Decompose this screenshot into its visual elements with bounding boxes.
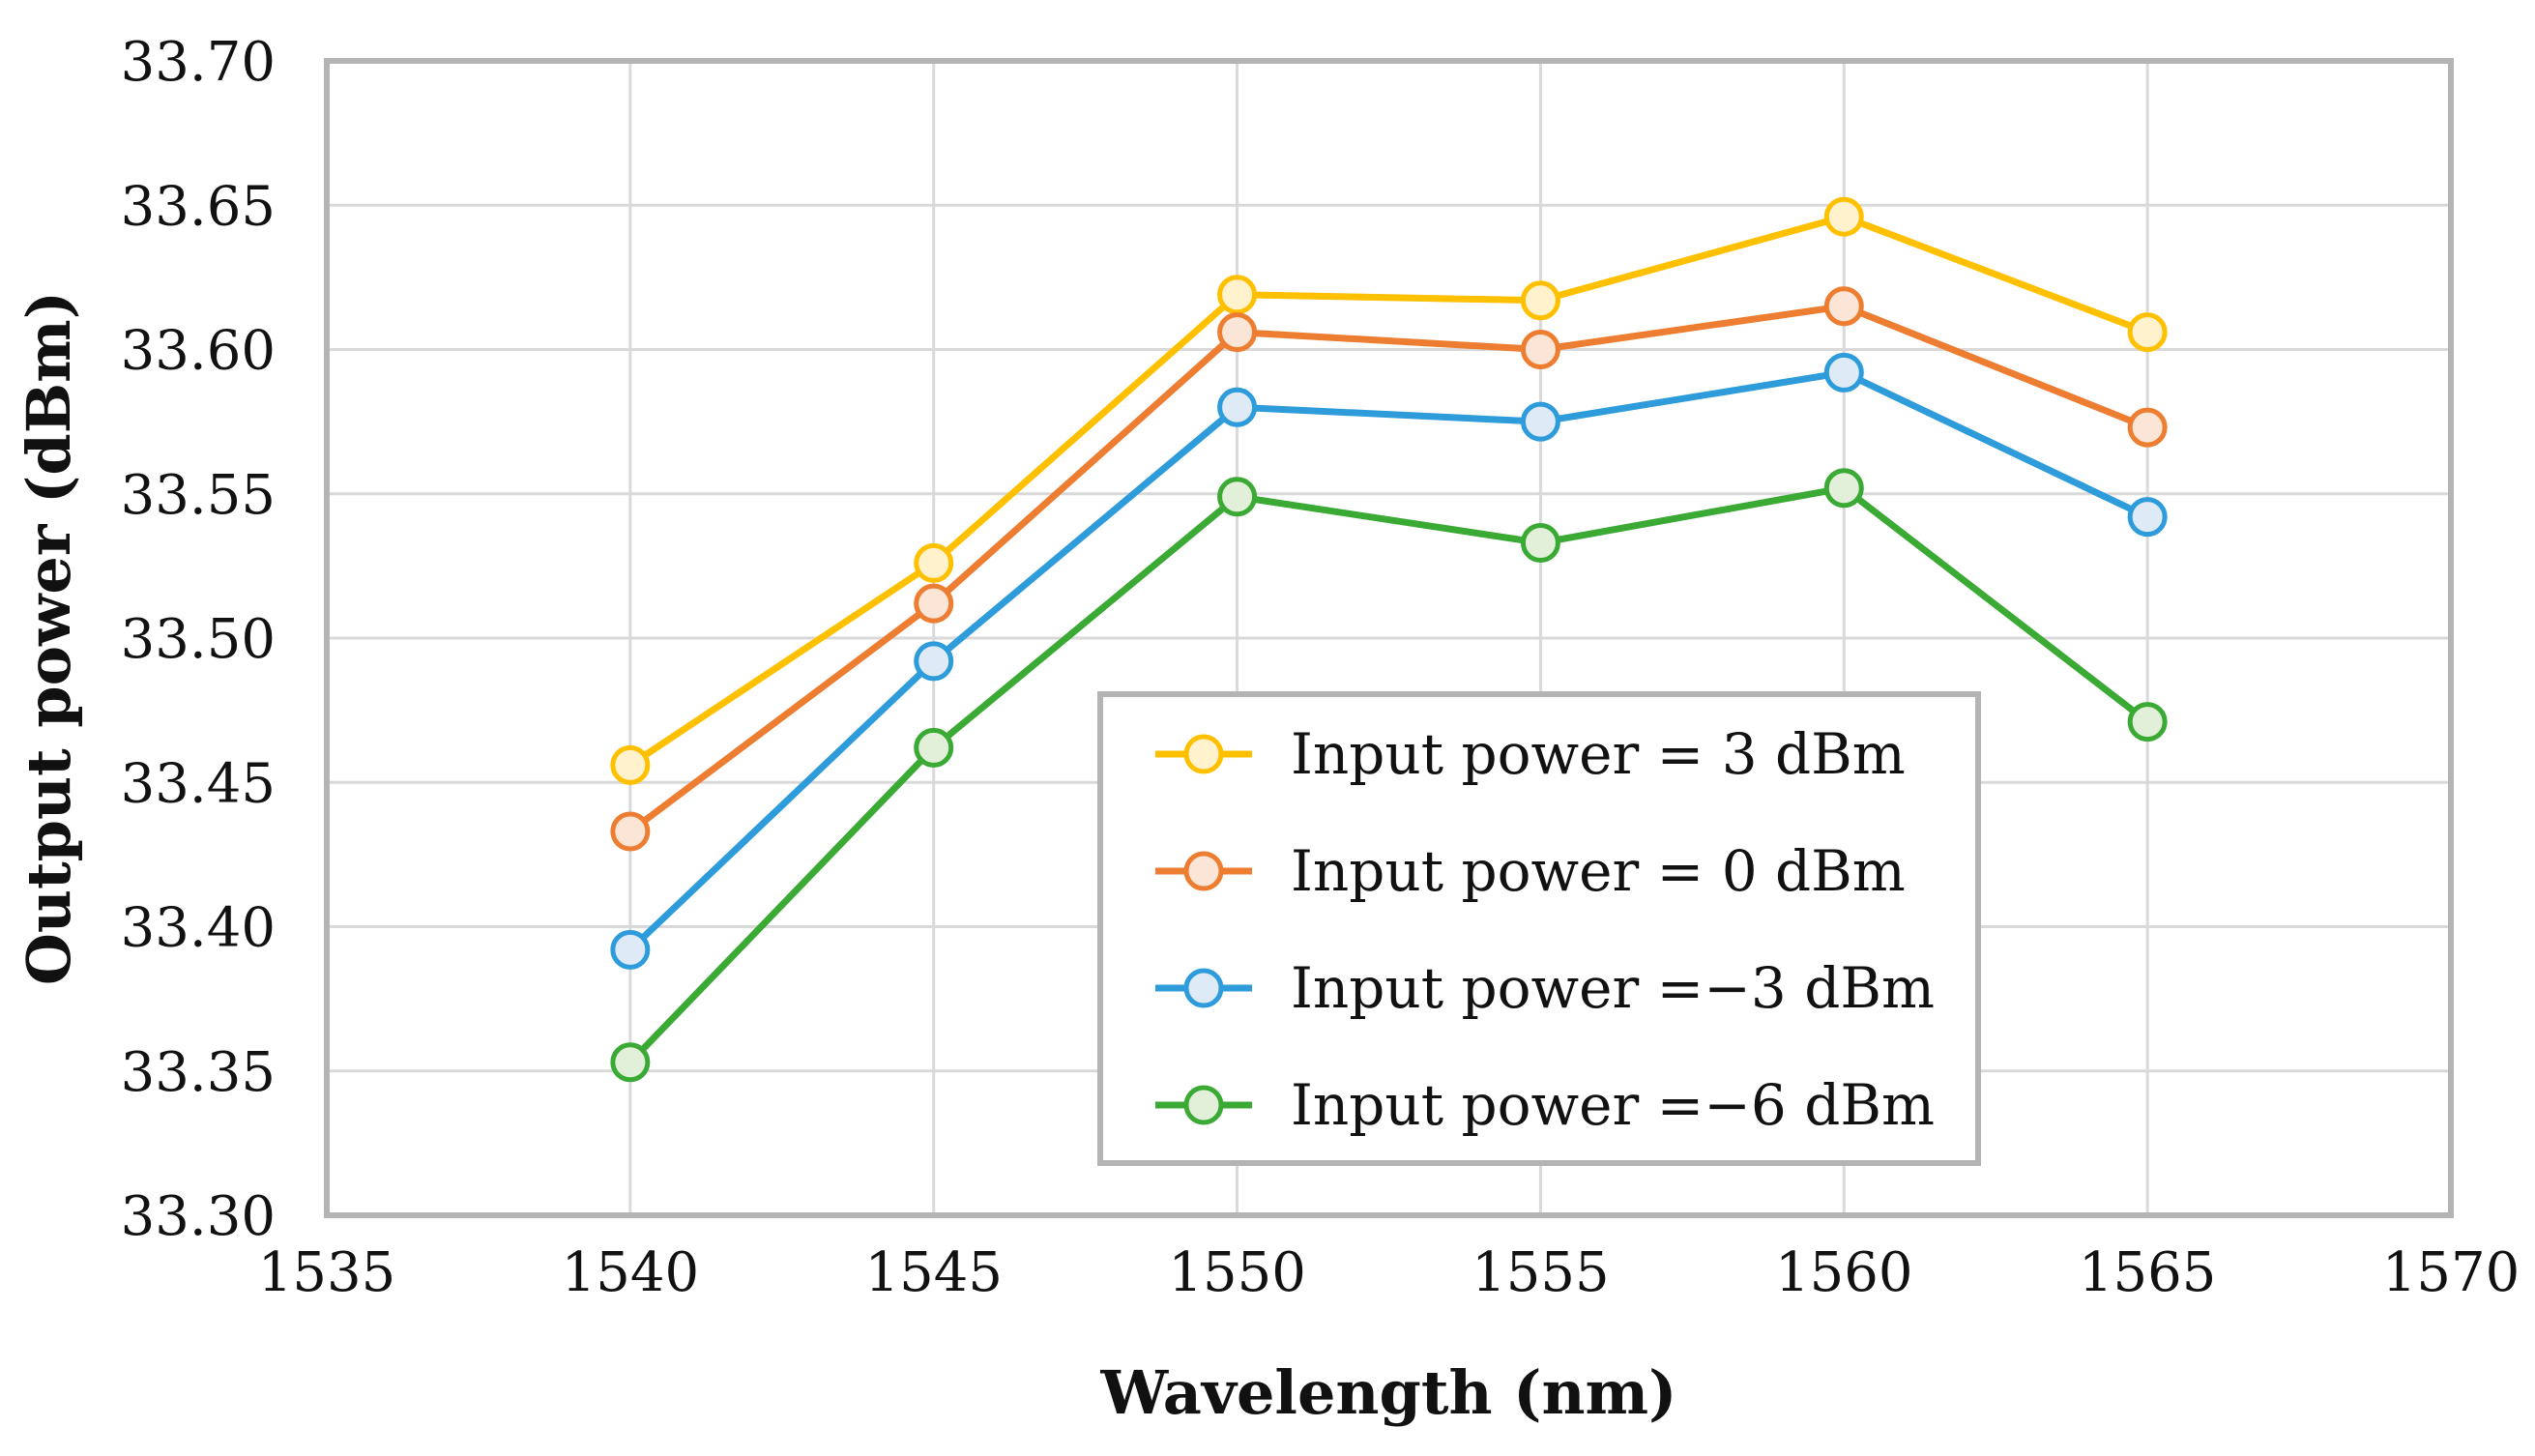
x-tick-label: 1560 bbox=[1775, 1241, 1913, 1304]
data-point bbox=[610, 1042, 651, 1083]
data-point bbox=[1520, 280, 1560, 321]
data-point bbox=[610, 929, 651, 970]
series-line bbox=[627, 303, 2149, 834]
y-tick-label: 33.35 bbox=[121, 1041, 276, 1104]
data-point bbox=[2127, 407, 2168, 448]
y-tick-label: 33.60 bbox=[121, 320, 276, 383]
x-tick-label: 1545 bbox=[864, 1241, 1003, 1304]
series-3 bbox=[610, 468, 2168, 1083]
data-point bbox=[1823, 196, 1864, 237]
data-point bbox=[914, 542, 954, 583]
series-group bbox=[610, 196, 2168, 1083]
y-tick-label: 33.45 bbox=[121, 752, 276, 815]
data-point bbox=[1217, 387, 1258, 427]
y-tick-label: 33.55 bbox=[121, 464, 276, 527]
data-point bbox=[1217, 477, 1258, 517]
y-axis-ticks: 33.30 33.35 33.40 33.45 33.50 33.55 33.60 33.65… bbox=[121, 31, 276, 1248]
y-tick-label: 33.30 bbox=[121, 1185, 276, 1248]
legend-label: Input power = 3 dBm bbox=[1291, 721, 1906, 787]
legend-marker bbox=[1183, 734, 1224, 774]
data-point bbox=[1520, 522, 1560, 563]
y-tick-label: 33.65 bbox=[121, 175, 276, 238]
data-point bbox=[914, 641, 954, 682]
data-point bbox=[1217, 275, 1258, 315]
x-tick-label: 1540 bbox=[562, 1241, 700, 1304]
data-point bbox=[914, 727, 954, 768]
data-point bbox=[1823, 468, 1864, 509]
series-1 bbox=[610, 286, 2168, 852]
legend-item: Input power =−6 dBm bbox=[1155, 1072, 1935, 1138]
data-point bbox=[1823, 286, 1864, 327]
series-line bbox=[627, 368, 2149, 952]
legend-marker bbox=[1183, 1085, 1224, 1125]
legend: Input power = 3 dBm Input power = 0 dBm In… bbox=[1097, 691, 1981, 1166]
data-point bbox=[610, 811, 651, 852]
x-axis-title: Wavelength (nm) bbox=[1100, 1357, 1677, 1428]
series-2 bbox=[610, 352, 2168, 970]
x-tick-label: 1565 bbox=[2079, 1241, 2217, 1304]
legend-marker bbox=[1183, 851, 1224, 891]
data-point bbox=[2127, 312, 2168, 353]
x-tick-label: 1555 bbox=[1471, 1241, 1610, 1304]
x-tick-label: 1570 bbox=[2382, 1241, 2520, 1304]
data-point bbox=[610, 744, 651, 785]
y-tick-label: 33.70 bbox=[121, 31, 276, 94]
data-point bbox=[914, 583, 954, 624]
data-point bbox=[1520, 330, 1560, 369]
legend-label: Input power = 0 dBm bbox=[1291, 838, 1906, 904]
y-tick-label: 33.40 bbox=[121, 897, 276, 960]
legend-label: Input power =−3 dBm bbox=[1291, 955, 1935, 1021]
legend-item: Input power =−3 dBm bbox=[1155, 955, 1935, 1021]
data-point bbox=[1520, 401, 1560, 442]
data-point bbox=[1217, 312, 1258, 353]
y-tick-label: 33.50 bbox=[121, 608, 276, 671]
legend-label: Input power =−6 dBm bbox=[1291, 1072, 1935, 1138]
legend-marker bbox=[1183, 968, 1224, 1008]
x-tick-label: 1550 bbox=[1168, 1241, 1306, 1304]
legend-item: Input power = 3 dBm bbox=[1155, 721, 1906, 787]
x-axis-ticks: 1535 1540 1545 1550 1555 1560 1565 1570 bbox=[258, 1241, 2520, 1304]
y-axis-title: Output power (dBm) bbox=[14, 291, 84, 985]
series-line bbox=[627, 213, 2149, 769]
data-point bbox=[1823, 352, 1864, 393]
data-point bbox=[2127, 497, 2168, 538]
plot-area-border bbox=[324, 58, 2454, 1218]
series-0 bbox=[610, 196, 2168, 785]
x-tick-label: 1535 bbox=[258, 1241, 396, 1304]
legend-box bbox=[1097, 691, 1981, 1166]
data-point bbox=[2127, 702, 2168, 743]
legend-item: Input power = 0 dBm bbox=[1155, 838, 1906, 904]
series-line bbox=[627, 484, 2150, 1065]
